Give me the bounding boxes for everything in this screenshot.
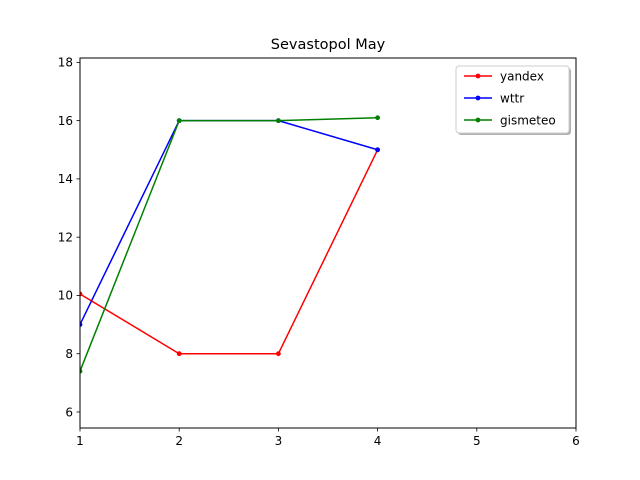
y-axis: 6 8 10 12 14 16 18 <box>58 56 80 419</box>
legend-marker-wttr <box>475 95 481 101</box>
legend-marker-yandex <box>475 73 481 79</box>
x-tick-label: 3 <box>275 434 283 448</box>
x-tick-label: 2 <box>175 434 183 448</box>
series-line-gismeteo <box>80 116 378 372</box>
legend-label-yandex: yandex <box>500 69 544 83</box>
y-tick-label: 8 <box>65 347 73 361</box>
x-tick-label: 6 <box>572 434 580 448</box>
data-point-gismeteo <box>80 368 83 374</box>
data-point-yandex <box>276 351 281 357</box>
legend-label-gismeteo: gismeteo <box>500 113 556 127</box>
data-point-yandex <box>80 291 83 297</box>
y-tick-label: 18 <box>58 56 73 70</box>
data-point-gismeteo <box>176 118 182 124</box>
y-tick-label: 12 <box>58 230 73 244</box>
data-point-gismeteo <box>375 115 380 121</box>
legend-label-wttr: wttr <box>500 91 524 105</box>
legend: yandex wttr gismeteo <box>455 65 571 135</box>
chart-title: Sevastopol May <box>271 37 386 53</box>
x-axis: 1 2 3 4 5 6 <box>76 428 580 448</box>
x-tick-label: 1 <box>76 434 84 448</box>
axes-frame <box>79 57 577 429</box>
data-point-wttr <box>80 322 83 327</box>
legend-marker-gismeteo <box>475 117 481 123</box>
legend-box <box>455 65 570 134</box>
y-tick-label: 10 <box>58 289 73 303</box>
y-tick-label: 6 <box>65 405 73 419</box>
series-layer <box>80 115 380 374</box>
x-tick-label: 4 <box>374 434 382 448</box>
y-tick-label: 14 <box>58 172 73 186</box>
x-tick-label: 5 <box>473 434 481 448</box>
data-point-wttr <box>375 147 380 153</box>
data-point-yandex <box>176 351 182 357</box>
data-point-gismeteo <box>276 118 281 124</box>
series-line-yandex <box>80 149 379 355</box>
y-tick-label: 16 <box>58 114 73 128</box>
